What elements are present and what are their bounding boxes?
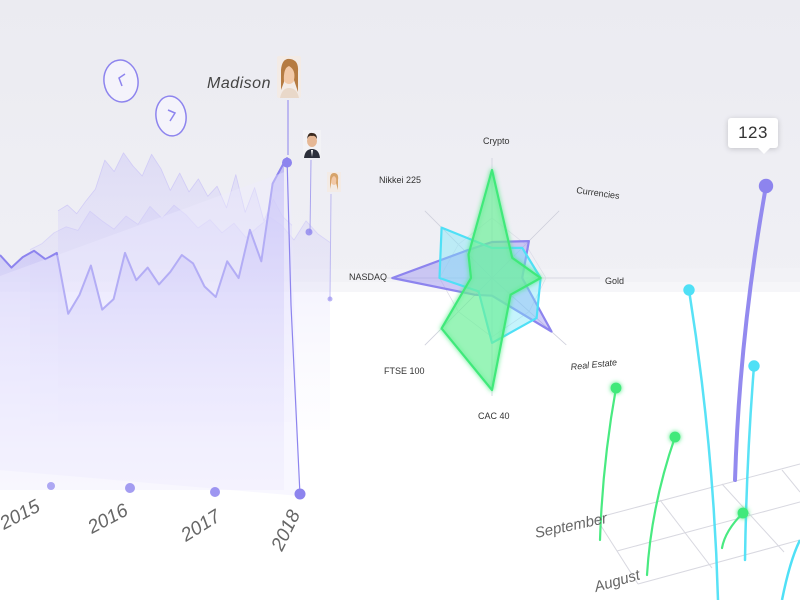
stem-cyan-august-point[interactable] <box>683 284 695 296</box>
avatar-woman-small <box>327 172 341 192</box>
area-front-plane <box>0 170 300 496</box>
radar-label-4: CAC 40 <box>478 411 510 421</box>
stem-green-september-point[interactable] <box>610 382 622 394</box>
area-line-2 <box>0 162 285 315</box>
stem-purple-august-point[interactable] <box>758 178 774 194</box>
avatar-man <box>303 130 321 158</box>
stem-cyan-edge <box>780 539 800 600</box>
highlight-line-2018 <box>286 156 301 496</box>
area-chart <box>0 152 333 490</box>
radar-series-2[interactable] <box>440 168 542 392</box>
stem-cyan-august-stem <box>687 288 720 600</box>
radar-label-5: FTSE 100 <box>384 366 425 376</box>
person-name: Madison <box>207 75 271 92</box>
radar-label-3: Real Estate <box>570 357 617 372</box>
area-line-0 <box>57 152 293 226</box>
stem-cyan-september-point[interactable] <box>748 360 760 372</box>
stem-purple-august-stem <box>733 184 768 482</box>
pointer-line-man <box>309 159 312 234</box>
prev-button[interactable] <box>101 58 141 104</box>
stem-green-august-stem <box>645 435 677 577</box>
stem-cyan-september-stem <box>743 364 756 562</box>
year-dot-2015[interactable] <box>47 482 55 490</box>
radar-label-0: Crypto <box>483 136 510 146</box>
stem-chart <box>598 178 800 600</box>
year-dot-2016[interactable] <box>125 483 135 493</box>
avatar-madison <box>277 56 301 98</box>
floor-grid <box>595 463 800 585</box>
chevron-right-icon <box>167 109 177 122</box>
year-dot-2018[interactable] <box>294 488 306 500</box>
radar-label-7: Nikkei 225 <box>379 175 421 185</box>
area-point-man[interactable] <box>305 228 313 236</box>
chevron-left-icon <box>118 73 126 87</box>
stem-green-front-point[interactable] <box>737 507 749 519</box>
tooltip-value: 123 <box>738 123 768 142</box>
year-dot-2017[interactable] <box>210 487 220 497</box>
value-tooltip: 123 <box>728 118 778 154</box>
next-button[interactable] <box>153 94 188 138</box>
area-fill-2 <box>0 162 284 490</box>
radar-label-6: NASDAQ <box>349 272 387 282</box>
pointer-line-woman-small <box>329 193 332 301</box>
radar-label-2: Gold <box>605 276 624 286</box>
stem-green-september-stem <box>598 386 618 542</box>
stem-green-august-point[interactable] <box>669 431 681 443</box>
